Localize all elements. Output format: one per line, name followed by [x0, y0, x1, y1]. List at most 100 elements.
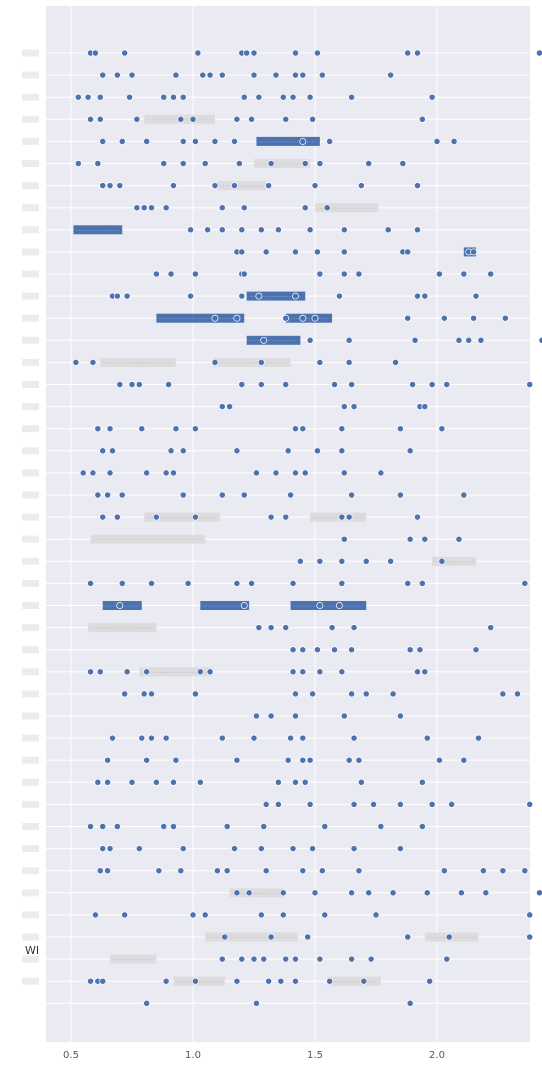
data-point	[218, 491, 226, 499]
data-point	[194, 49, 202, 57]
data-point	[301, 469, 309, 477]
data-point	[365, 160, 373, 167]
data-point	[416, 646, 424, 654]
data-point	[118, 491, 126, 499]
data-point	[162, 204, 170, 212]
box-mark	[290, 601, 367, 610]
data-point	[189, 115, 197, 123]
data-point	[428, 93, 436, 101]
data-point	[338, 513, 346, 521]
x-tick-label: 0.5	[63, 1050, 79, 1061]
data-point	[340, 226, 348, 234]
data-point	[292, 977, 299, 985]
data-point	[421, 403, 429, 411]
data-point	[79, 469, 87, 477]
data-point	[316, 955, 324, 963]
data-point	[470, 248, 478, 256]
data-point	[438, 425, 446, 433]
data-point	[282, 955, 290, 963]
box-mark	[144, 512, 220, 522]
data-point	[414, 182, 421, 190]
data-point	[287, 734, 295, 742]
data-point	[536, 889, 542, 897]
data-point	[335, 292, 343, 300]
data-point	[233, 115, 241, 123]
data-point	[265, 182, 273, 190]
data-point	[282, 115, 290, 123]
data-point	[104, 867, 112, 875]
data-point	[465, 336, 473, 344]
y-tick-label	[22, 889, 39, 897]
data-point	[448, 800, 456, 808]
data-point	[318, 867, 326, 875]
y-tick-labels	[22, 49, 39, 985]
data-point	[384, 226, 392, 234]
data-point	[116, 182, 124, 190]
data-point	[435, 270, 443, 278]
y-tick-label	[22, 204, 39, 212]
box-mark	[310, 512, 367, 522]
data-point	[172, 756, 180, 764]
y-tick-label	[22, 557, 39, 565]
data-point	[221, 933, 229, 941]
data-point	[177, 115, 185, 123]
data-point	[179, 160, 187, 167]
data-point	[299, 867, 307, 875]
data-point	[282, 624, 290, 632]
y-tick-label	[22, 668, 39, 676]
data-point	[326, 977, 334, 985]
chart-annotation: WI	[25, 944, 39, 957]
data-point	[377, 823, 385, 830]
data-point	[211, 358, 219, 366]
data-point	[167, 270, 175, 278]
data-point	[250, 955, 258, 963]
data-point	[418, 823, 426, 830]
data-point	[460, 491, 468, 499]
data-point	[233, 314, 241, 322]
data-point	[255, 93, 263, 101]
y-tick-label	[22, 49, 39, 57]
data-point	[138, 734, 146, 742]
data-point	[89, 469, 97, 477]
data-point	[179, 845, 187, 853]
data-point	[94, 425, 102, 433]
y-tick-label	[22, 756, 39, 764]
data-point	[348, 646, 356, 654]
data-point	[201, 911, 209, 919]
data-point	[104, 756, 112, 764]
data-point	[152, 778, 160, 786]
data-point	[428, 800, 436, 808]
data-point	[299, 314, 307, 322]
data-point	[252, 712, 260, 720]
data-point	[423, 889, 431, 897]
data-point	[299, 646, 307, 654]
data-point	[116, 381, 124, 388]
data-point	[267, 933, 275, 941]
data-point	[345, 358, 353, 366]
x-tick-label: 1.5	[307, 1050, 323, 1061]
data-point	[455, 336, 463, 344]
data-point	[392, 358, 399, 366]
data-point	[292, 71, 299, 79]
data-point	[316, 270, 324, 278]
data-point	[250, 49, 258, 57]
data-point	[292, 712, 299, 720]
y-tick-label	[22, 712, 39, 720]
data-point	[238, 226, 246, 234]
data-point	[350, 624, 358, 632]
data-point	[267, 513, 275, 521]
y-tick-label	[22, 491, 39, 499]
data-point	[155, 867, 163, 875]
data-point	[189, 911, 197, 919]
data-point	[91, 911, 99, 919]
data-point	[421, 668, 429, 676]
data-point	[257, 358, 265, 366]
data-point	[162, 734, 170, 742]
data-point	[443, 381, 451, 388]
data-point	[338, 668, 346, 676]
data-point	[99, 823, 107, 830]
box-marks	[73, 114, 479, 986]
data-point	[140, 690, 148, 698]
data-point	[211, 314, 219, 322]
y-tick-label	[22, 469, 39, 477]
